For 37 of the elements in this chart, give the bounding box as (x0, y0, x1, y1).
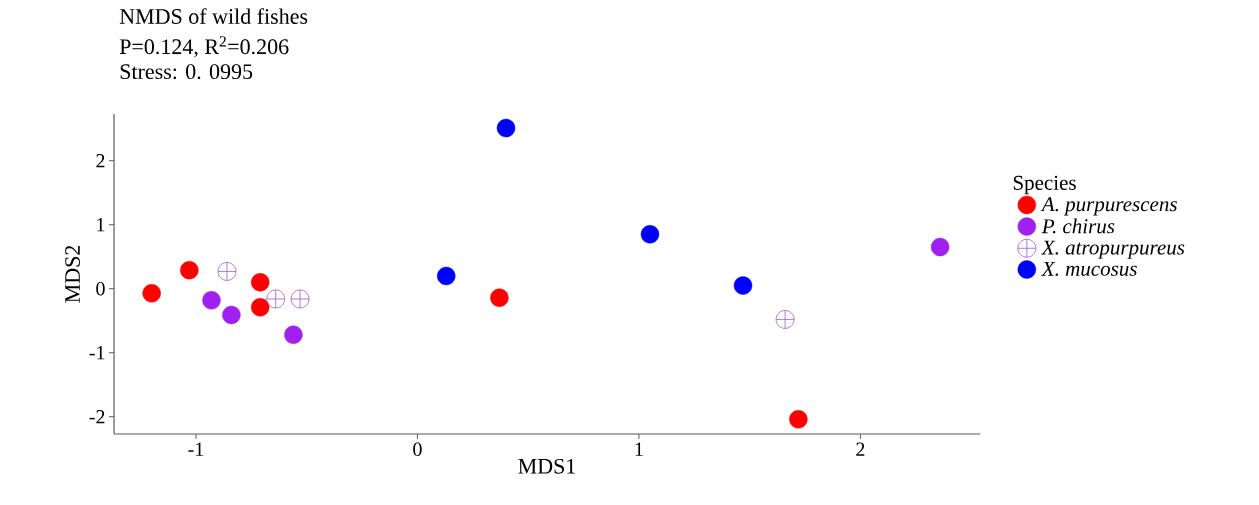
point (250, 273, 270, 292)
x-tick-label: -1 (188, 442, 204, 456)
x-tick-label: 1 (635, 442, 643, 456)
y-tick-label: 1 (97, 218, 105, 232)
point (180, 260, 199, 280)
x-axis-title: MDS1 (518, 458, 576, 474)
point (640, 225, 660, 244)
legend-label: P. chirus (1041, 218, 1115, 234)
y-tick-label: -1 (89, 346, 105, 360)
legend-title: Species (1013, 175, 1076, 195)
chart-subtitle: P=0.124, R$^{2}$=0.206 (119, 36, 289, 58)
point (496, 118, 516, 138)
point (290, 289, 310, 309)
y-tick-label: 0 (96, 281, 105, 296)
point (250, 298, 270, 317)
point (142, 284, 161, 303)
point (222, 305, 241, 325)
point (437, 266, 456, 286)
point (490, 288, 509, 307)
chart-title: NMDS of wild fishes (119, 8, 308, 24)
point (266, 289, 286, 309)
y-axis-title: MDS2 (65, 245, 80, 303)
legend-label: A. purpurescens (1040, 197, 1177, 216)
x-tick-label: 0 (413, 442, 422, 457)
x-tick-label: 2 (856, 442, 865, 456)
y-tick-label: 2 (96, 154, 105, 168)
y-tick-label: -2 (89, 410, 105, 424)
point (202, 291, 221, 310)
point (733, 276, 753, 295)
point (789, 410, 808, 429)
text: Stress: 0. 0995 (120, 64, 253, 80)
point (930, 237, 950, 257)
point (284, 325, 303, 344)
legend-label: X. mucosus (1041, 261, 1137, 276)
point (775, 310, 795, 329)
point (217, 262, 237, 281)
legend-label: X. atropurpureus (1041, 240, 1185, 259)
